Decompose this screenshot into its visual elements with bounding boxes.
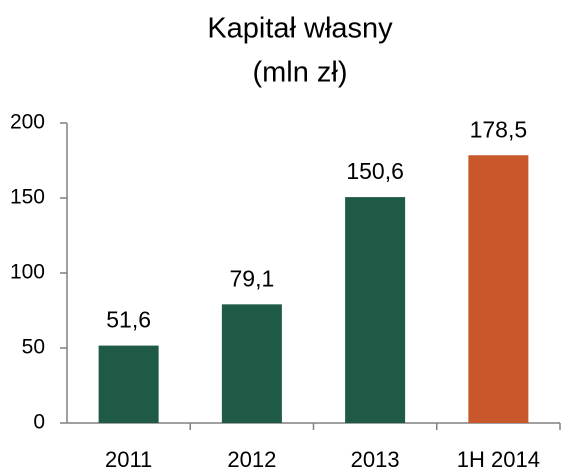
y-tick-label: 100 xyxy=(10,261,45,284)
y-tick-label: 50 xyxy=(22,336,45,359)
y-tick-label: 0 xyxy=(33,411,45,434)
bar xyxy=(98,345,159,423)
x-tick-label: 2012 xyxy=(227,447,276,472)
chart-title: Kapitał własny xyxy=(207,13,393,45)
bar xyxy=(221,304,282,423)
bar xyxy=(468,155,529,423)
chart-subtitle: (mln zł) xyxy=(252,57,347,89)
y-tick-label: 200 xyxy=(10,111,45,134)
x-tick-label: 2013 xyxy=(351,447,400,472)
bar xyxy=(345,197,406,423)
x-tick-label: 2011 xyxy=(105,447,152,472)
value-label: 51,6 xyxy=(106,307,151,333)
value-label: 79,1 xyxy=(229,265,274,291)
value-label: 178,5 xyxy=(470,116,528,142)
value-label: 150,6 xyxy=(346,158,404,184)
y-tick-label: 150 xyxy=(10,186,45,209)
x-tick-label: 1H 2014 xyxy=(457,447,540,472)
